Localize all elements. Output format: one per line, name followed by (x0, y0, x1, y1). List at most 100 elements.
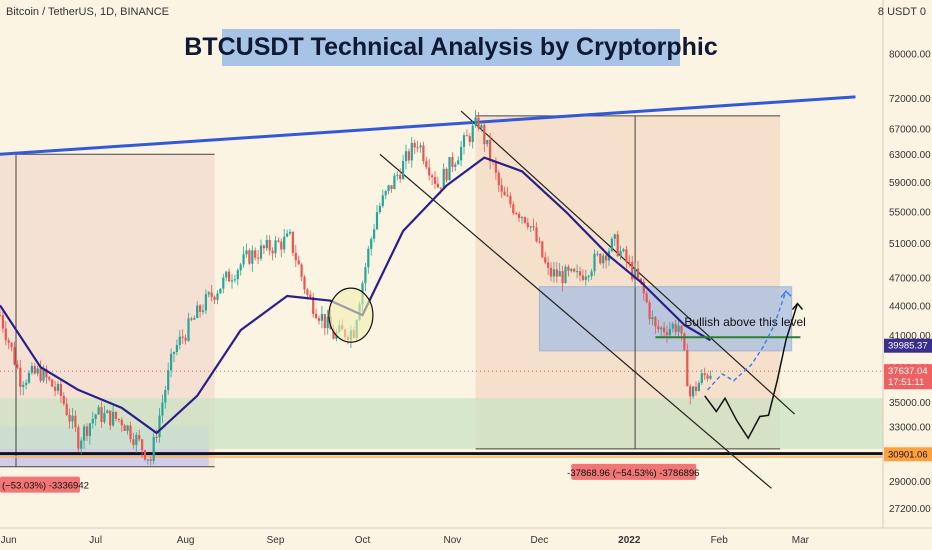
candle-body (265, 239, 268, 249)
candle (532, 218, 535, 231)
candle-body (323, 314, 326, 329)
candle-body (462, 135, 466, 147)
candle-body (390, 185, 393, 190)
symbol-header: Bitcoin / TetherUS, 1D, BINANCE (6, 6, 170, 18)
candle (616, 230, 619, 258)
candle-body (190, 318, 193, 320)
candle (201, 304, 205, 315)
candle-body (393, 175, 396, 190)
time-tick-label: Mar (792, 535, 810, 546)
price-tick-label: 47000.00 (889, 274, 931, 285)
candle-body (315, 313, 318, 319)
candle (573, 267, 576, 273)
candle (413, 139, 416, 155)
candle-body (468, 136, 471, 142)
candle (288, 228, 292, 236)
candle-body (155, 436, 158, 438)
candle-body (549, 267, 553, 277)
candle (541, 240, 544, 259)
candle-body (402, 161, 405, 180)
candle (54, 381, 57, 397)
candle (283, 228, 286, 254)
candle-body (706, 375, 709, 379)
candle-body (599, 253, 602, 264)
candle-body (486, 139, 489, 145)
candle-body (639, 278, 642, 282)
candle (428, 159, 431, 181)
candle-body (692, 386, 695, 397)
candle (578, 266, 582, 282)
candle-body (309, 294, 312, 298)
candle (529, 225, 532, 233)
candle-body (628, 261, 631, 263)
candle (10, 342, 13, 352)
candle (425, 156, 428, 170)
candle (126, 424, 129, 435)
candle-body (442, 168, 445, 188)
candle-body (375, 212, 379, 230)
bullish-projection-path (707, 291, 787, 391)
candle (552, 261, 555, 283)
bullish-projection-arrow (780, 290, 792, 298)
candle-body (207, 292, 210, 295)
measure-label-right-bg (571, 463, 697, 480)
candle-body (42, 368, 45, 381)
price-tick-label: 72000.00 (889, 94, 931, 105)
candle-body (483, 125, 486, 145)
candle-body (503, 191, 506, 196)
candle-body (216, 293, 219, 300)
candle-body (570, 268, 573, 271)
candle-body (259, 245, 263, 259)
candle-body (378, 206, 381, 213)
last-price-tag: 17:51:11 (888, 377, 924, 388)
candle-body (428, 167, 431, 176)
highlight-circle (328, 287, 374, 343)
candle-body (254, 250, 257, 258)
price-axis: 27200.0029000.0031000.0033000.0035000.00… (882, 0, 932, 528)
candle-body (45, 368, 48, 378)
candle-body (541, 241, 544, 258)
price-tick-label: 33000.00 (889, 423, 931, 434)
candle (291, 231, 294, 256)
candle (103, 405, 106, 424)
candle (109, 410, 112, 431)
measure-label-right: -37868.96 (−54.53%) -3786896 (567, 468, 699, 479)
candle (27, 370, 31, 385)
candle (230, 274, 234, 289)
candle (396, 171, 399, 181)
price-tick-label: 63000.00 (889, 150, 931, 161)
candle-body (132, 439, 135, 446)
candle-body (552, 269, 555, 277)
candle (694, 381, 698, 396)
candle (619, 245, 622, 260)
candle (236, 268, 239, 286)
support-price-tag-bg (884, 447, 932, 462)
candle-body (10, 342, 13, 348)
plot-area: Bullish above this level -37868.96 (−54.5… (0, 95, 883, 493)
candle (520, 216, 524, 224)
candle-body (196, 305, 199, 319)
candle (7, 337, 10, 350)
candle (294, 244, 297, 268)
candle-body (109, 410, 112, 426)
candle (56, 381, 60, 395)
candle-body (547, 262, 550, 268)
candle (33, 363, 36, 375)
candle (297, 255, 300, 265)
support-price-tag: 30901.06 (888, 449, 928, 460)
candle-body (657, 326, 660, 330)
candle-body (13, 347, 16, 365)
candle-body (564, 266, 567, 284)
candle-body (460, 146, 463, 161)
candle (709, 370, 712, 380)
time-tick-label: Jul (89, 535, 102, 546)
candle (326, 309, 329, 335)
candle-body (317, 318, 321, 321)
candle (123, 424, 126, 431)
candle (228, 268, 231, 282)
candle (16, 360, 19, 370)
candle-body (396, 174, 399, 176)
candle (242, 246, 245, 268)
candle (207, 290, 210, 298)
